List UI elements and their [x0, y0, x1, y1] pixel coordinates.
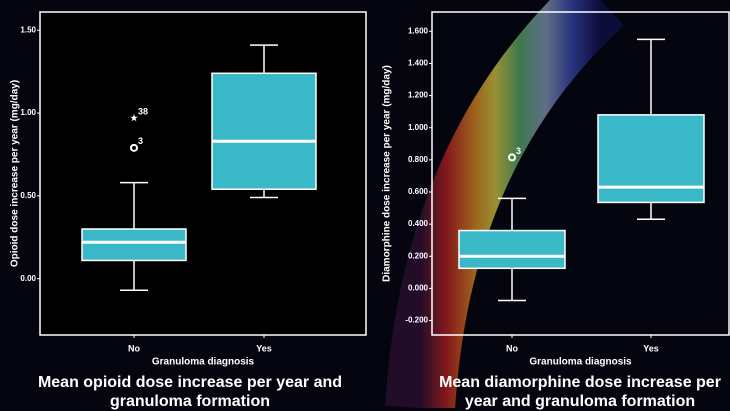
chart-caption: Mean diamorphine dose increase per year …	[430, 373, 730, 411]
box	[212, 73, 316, 189]
y-tick-label: 1.50	[20, 25, 36, 34]
y-tick-label: 0.200	[408, 251, 429, 260]
y-tick-label: 0.00	[20, 274, 36, 283]
x-tick-label: No	[128, 343, 140, 353]
y-tick-label: 1.400	[408, 59, 429, 68]
box	[82, 229, 186, 260]
y-tick-label: 0.000	[408, 284, 429, 293]
y-tick-label: 1.200	[408, 91, 429, 100]
y-axis-label: Diamorphine dose increase per year (mg/d…	[382, 65, 393, 282]
y-tick-label: 1.000	[408, 123, 429, 132]
screenshot: 0.00 0.50 1.00 1.50 Opioid dose increase per…	[0, 0, 730, 408]
y-axis-label: Opioid dose increase per year (mg/day)	[10, 80, 21, 267]
outlier-label: 3	[516, 146, 521, 156]
left-panel	[40, 12, 366, 335]
chart-canvas: 0.00 0.50 1.00 1.50 Opioid dose increase per…	[0, 0, 730, 408]
box	[459, 231, 565, 269]
y-tick-label: -0.200	[405, 316, 428, 325]
x-tick-label: Yes	[256, 343, 272, 353]
x-axis-label: Granuloma diagnosis	[152, 357, 255, 368]
box	[598, 115, 704, 203]
y-tick-label: 0.800	[408, 155, 429, 164]
x-axis-label: Granuloma diagnosis	[529, 357, 632, 368]
y-tick-label: 0.600	[408, 187, 429, 196]
outlier-label: 3	[138, 136, 143, 146]
x-tick-label: Yes	[643, 343, 659, 353]
y-tick-label: 0.400	[408, 219, 429, 228]
y-tick-label: 1.600	[408, 26, 429, 35]
y-tick-label: 0.50	[20, 191, 36, 200]
outlier-label: 38	[138, 106, 148, 116]
y-tick-label: 1.00	[20, 108, 36, 117]
chart-caption: Mean opioid dose increase per year and g…	[20, 373, 360, 411]
x-tick-label: No	[506, 343, 518, 353]
